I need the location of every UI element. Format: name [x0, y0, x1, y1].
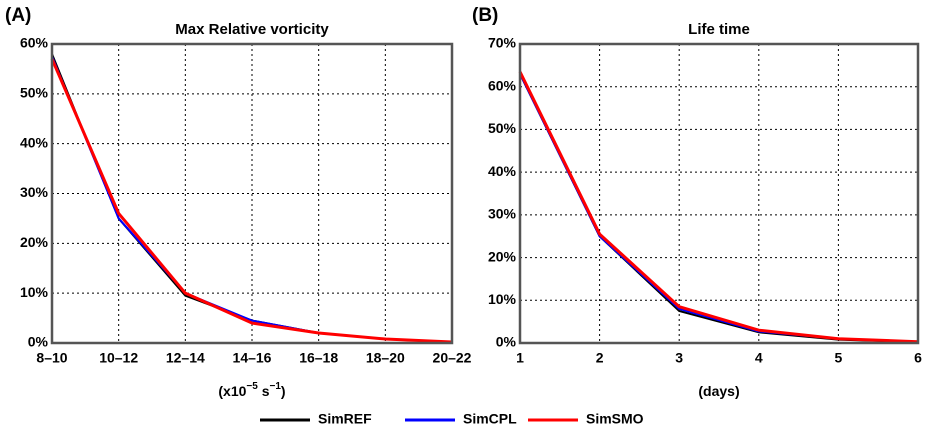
- legend-label: SimSMO: [586, 411, 644, 427]
- y-tick-label: 60%: [20, 35, 49, 51]
- plot-frame: [50, 42, 454, 345]
- x-tick-label: 18–20: [366, 350, 405, 366]
- series-line: [519, 73, 919, 343]
- y-tick-label: 70%: [488, 35, 517, 51]
- x-tick-label: 10–12: [99, 350, 138, 366]
- x-tick-label: 8–10: [36, 350, 67, 366]
- x-tick-label: 14–16: [233, 350, 272, 366]
- legend-label: SimREF: [318, 411, 372, 427]
- y-tick-label: 40%: [488, 163, 517, 179]
- x-axis-label: (x10−5 s−1): [218, 381, 285, 399]
- y-tick-label: 0%: [28, 334, 49, 350]
- x-axis-label-part: −1: [270, 381, 282, 392]
- panel-label: (B): [472, 5, 498, 26]
- y-tick-label: 50%: [488, 120, 517, 136]
- y-tick-label: 40%: [20, 134, 49, 150]
- series-line: [518, 71, 919, 344]
- x-tick-label: 3: [675, 350, 683, 366]
- series-line: [50, 58, 453, 344]
- y-tick-label: 50%: [20, 85, 49, 101]
- x-axis-label-part: (days): [698, 383, 739, 399]
- plot-frame: [518, 42, 920, 345]
- x-tick-label: 12–14: [166, 350, 205, 366]
- y-tick-label: 30%: [488, 206, 517, 222]
- panel-label: (A): [5, 5, 31, 26]
- x-tick-label: 1: [516, 350, 524, 366]
- x-tick-label: 4: [755, 350, 763, 366]
- legend-label: SimCPL: [463, 411, 517, 427]
- y-tick-label: 20%: [20, 234, 49, 250]
- x-tick-label: 20–22: [433, 350, 472, 366]
- y-tick-label: 10%: [20, 284, 49, 300]
- x-tick-label: 2: [596, 350, 604, 366]
- x-axis-label: (days): [698, 383, 739, 399]
- x-axis-label-part: (x10: [218, 383, 246, 399]
- x-axis-label-part: −5: [246, 381, 258, 392]
- x-axis-label-part: s: [258, 383, 270, 399]
- x-axis-label-part: ): [281, 383, 286, 399]
- x-tick-label: 6: [914, 350, 922, 366]
- chart-title: Max Relative vorticity: [175, 21, 329, 38]
- chart-title: Life time: [688, 21, 750, 38]
- y-tick-label: 30%: [20, 184, 49, 200]
- x-tick-label: 16–18: [299, 350, 338, 366]
- y-tick-label: 10%: [488, 291, 517, 307]
- series-line: [519, 73, 919, 344]
- y-tick-label: 60%: [488, 77, 517, 93]
- y-tick-label: 0%: [496, 334, 517, 350]
- x-tick-label: 5: [835, 350, 843, 366]
- y-tick-label: 20%: [488, 248, 517, 264]
